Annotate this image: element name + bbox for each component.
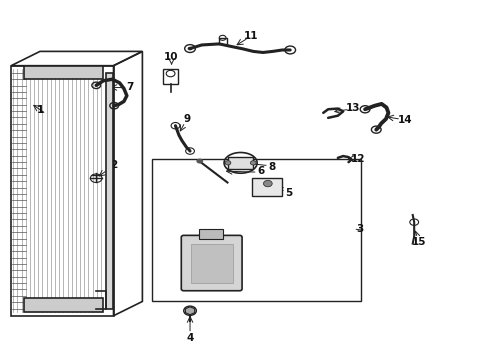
Circle shape [250,161,256,165]
Polygon shape [185,307,194,315]
Text: 8: 8 [268,162,275,172]
Text: 9: 9 [183,114,190,124]
Circle shape [183,306,196,315]
Text: 15: 15 [411,237,426,247]
Text: 1: 1 [37,105,44,115]
Bar [163,68,178,84]
Text: 3: 3 [356,224,363,234]
Text: 2: 2 [110,160,118,170]
Text: 10: 10 [163,53,178,63]
Text: 5: 5 [285,188,292,198]
Bar [227,157,253,168]
Text: 12: 12 [350,154,365,164]
Text: 6: 6 [257,166,264,176]
Circle shape [224,161,230,165]
FancyBboxPatch shape [181,235,242,291]
Circle shape [263,180,272,187]
Bar [252,178,282,197]
Bar [152,158,361,301]
Bar [190,244,232,283]
Circle shape [187,47,192,50]
Text: 4: 4 [186,333,193,343]
Bar [105,73,113,309]
Text: 13: 13 [345,103,360,113]
Text: 7: 7 [126,82,134,92]
Bar [24,66,103,80]
Text: 11: 11 [244,31,258,41]
Circle shape [196,158,203,163]
Bar [24,298,103,312]
Text: 14: 14 [397,115,411,125]
Bar [199,229,223,239]
